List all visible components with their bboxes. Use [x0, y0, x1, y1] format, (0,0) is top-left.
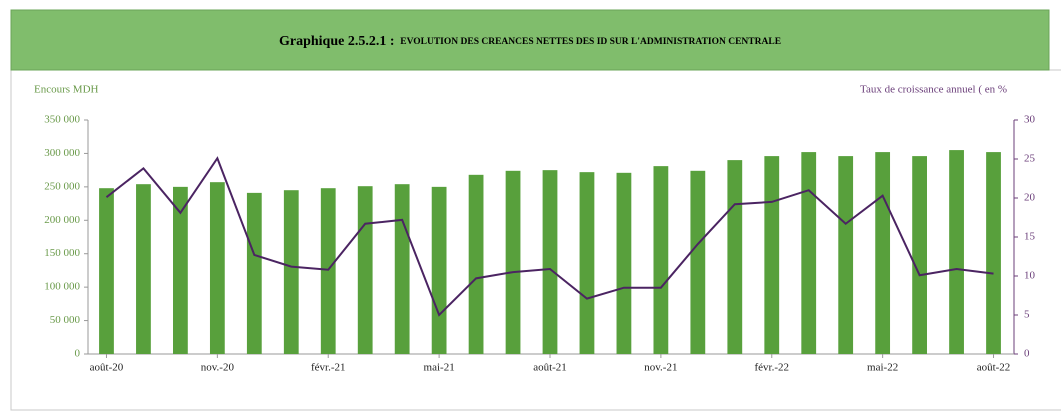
bar [727, 160, 743, 354]
bar [875, 152, 891, 354]
bar [949, 150, 964, 354]
bar [99, 188, 114, 354]
bar [173, 186, 188, 354]
y2-tick-label: 15 [1024, 231, 1036, 243]
bar [764, 156, 780, 354]
bar [653, 166, 669, 354]
y2-tick-label: 5 [1024, 309, 1030, 321]
x-tick-label: nov.-20 [201, 362, 235, 374]
x-tick-label: nov.-21 [644, 362, 677, 374]
y-tick-label: 350 000 [44, 114, 80, 126]
bar [986, 152, 1001, 354]
bar [468, 174, 484, 354]
bar [136, 184, 151, 354]
bar [912, 156, 927, 354]
y2-tick-label: 20 [1024, 192, 1036, 204]
y2-tick-label: 10 [1024, 270, 1036, 282]
bar [838, 156, 854, 354]
x-tick-label: août-22 [977, 362, 1011, 374]
x-tick-label: mai-22 [867, 362, 898, 374]
bar [320, 188, 336, 354]
chart-title-group: Graphique 2.5.2.1 : EVOLUTION DES CREANC… [279, 34, 781, 49]
y-tick-label: 300 000 [44, 147, 80, 159]
bar [357, 186, 373, 354]
bar [579, 172, 595, 354]
chart-subtitle: EVOLUTION DES CREANCES NETTES DES ID SUR… [400, 37, 781, 47]
x-tick-label: mai-21 [424, 362, 455, 374]
bar [209, 182, 225, 354]
line [105, 156, 994, 317]
y-tick-label: 200 000 [44, 214, 80, 226]
y2-tick-label: 25 [1024, 153, 1036, 165]
bar [542, 170, 558, 354]
bar [690, 170, 706, 354]
y-tick-label: 0 [75, 348, 81, 360]
y2-axis-label: Taux de croissance annuel ( en % [860, 84, 1007, 96]
x-tick-label: févr.-21 [311, 362, 346, 374]
y2-tick-label: 0 [1024, 348, 1030, 360]
bar [801, 152, 817, 354]
bar [505, 170, 521, 354]
bar [394, 184, 410, 354]
y-tick-label: 100 000 [44, 281, 80, 293]
y-tick-label: 50 000 [50, 314, 81, 326]
bar [431, 186, 447, 354]
y-tick-label: 150 000 [44, 247, 80, 259]
y-tick-label: 250 000 [44, 180, 80, 192]
header-band [10, 9, 1050, 71]
bar [283, 190, 299, 354]
y-axis-label: Encours MDH [34, 84, 99, 96]
bar [246, 192, 262, 354]
x-tick-label: févr.-22 [755, 362, 790, 374]
x-tick-label: août-21 [533, 362, 567, 374]
chart-title: Graphique 2.5.2.1 : [279, 34, 395, 49]
y2-tick-label: 30 [1024, 114, 1036, 126]
bar [616, 172, 632, 354]
x-tick-label: août-20 [90, 362, 124, 374]
